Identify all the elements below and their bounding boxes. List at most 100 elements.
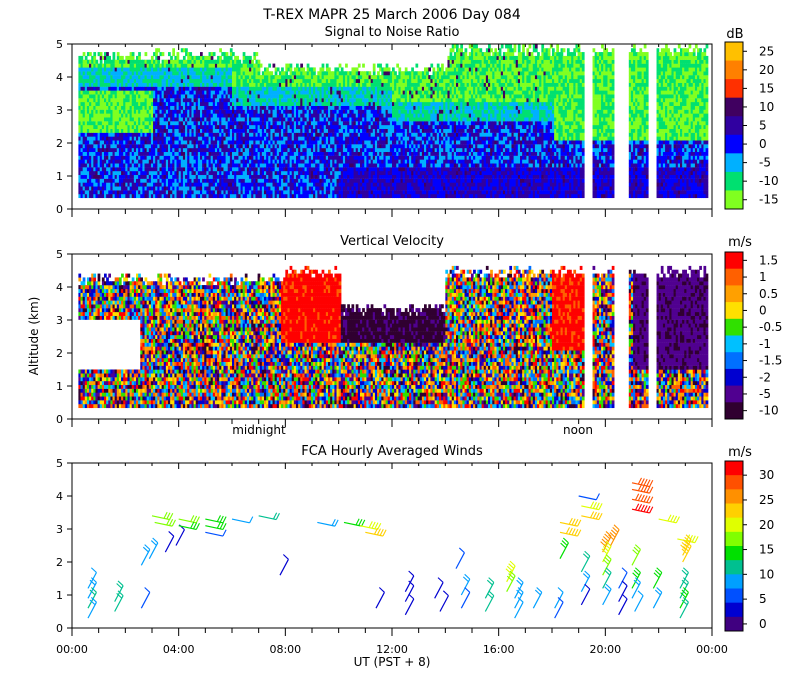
heatmap-cell xyxy=(127,159,131,164)
heatmap-cell xyxy=(106,167,109,172)
heatmap-cell xyxy=(170,63,173,68)
heatmap-cell xyxy=(242,140,246,145)
heatmap-cell xyxy=(227,144,231,149)
heatmap-cell xyxy=(153,167,156,172)
heatmap-cell xyxy=(110,105,114,110)
heatmap-cell xyxy=(197,101,201,106)
heatmap-cell xyxy=(80,105,84,110)
heatmap-cell xyxy=(112,144,116,149)
heatmap-cell xyxy=(146,94,150,99)
heatmap-cell xyxy=(208,98,212,103)
heatmap-cell xyxy=(101,121,105,126)
heatmap-cell xyxy=(121,121,124,126)
heatmap-cell xyxy=(127,98,131,103)
heatmap-cell xyxy=(200,117,203,122)
heatmap-cell xyxy=(259,63,263,68)
heatmap-cell xyxy=(174,136,178,141)
heatmap-cell xyxy=(200,124,203,129)
heatmap-cell xyxy=(155,67,158,72)
heatmap-cell xyxy=(86,132,90,137)
heatmap-cell xyxy=(193,90,197,95)
heatmap-cell xyxy=(82,117,86,122)
heatmap-cell xyxy=(142,124,146,129)
heatmap-cell xyxy=(172,75,175,80)
heatmap-cell xyxy=(204,167,207,172)
heatmap-cell xyxy=(278,163,282,168)
heatmap-cell xyxy=(246,71,250,76)
heatmap-cell xyxy=(150,178,154,183)
heatmap-cell xyxy=(153,151,156,156)
heatmap-cell xyxy=(153,90,156,95)
heatmap-cell xyxy=(161,67,165,72)
heatmap-cell xyxy=(253,75,257,80)
heatmap-cell xyxy=(257,121,261,126)
heatmap-cell xyxy=(161,144,165,149)
heatmap-cell xyxy=(214,109,218,114)
heatmap-cell xyxy=(99,113,103,118)
heatmap-cell xyxy=(176,178,180,183)
heatmap-cell xyxy=(163,159,167,164)
heatmap-cell xyxy=(159,170,163,176)
heatmap-cell xyxy=(197,140,201,145)
heatmap-cell xyxy=(223,174,227,179)
heatmap-cell xyxy=(82,98,86,103)
heatmap-cell xyxy=(150,75,154,80)
heatmap-cell xyxy=(255,113,259,118)
heatmap-cell xyxy=(210,136,214,141)
heatmap-cell xyxy=(138,94,141,99)
heatmap-cell xyxy=(212,63,216,68)
heatmap-cell xyxy=(200,121,203,126)
heatmap-cell xyxy=(242,94,246,99)
heatmap-cell xyxy=(185,109,188,114)
heatmap-cell xyxy=(170,186,173,191)
heatmap-cell xyxy=(189,163,193,168)
heatmap-cell xyxy=(189,155,193,160)
heatmap-cell xyxy=(285,109,289,114)
heatmap-cell xyxy=(104,159,107,164)
heatmap-cell xyxy=(136,144,139,149)
heatmap-cell xyxy=(238,101,242,106)
heatmap-cell xyxy=(185,124,188,129)
heatmap-cell xyxy=(101,67,105,72)
heatmap-cell xyxy=(165,167,169,172)
heatmap-cell xyxy=(264,86,267,91)
heatmap-cell xyxy=(129,190,133,195)
heatmap-cell xyxy=(197,71,201,76)
heatmap-cell xyxy=(281,155,284,160)
heatmap-cell xyxy=(219,59,222,64)
heatmap-cell xyxy=(202,136,205,141)
heatmap-cell xyxy=(221,109,225,114)
heatmap-cell xyxy=(163,105,167,110)
heatmap-cell xyxy=(187,170,190,176)
heatmap-cell xyxy=(210,117,214,122)
heatmap-cell xyxy=(101,128,105,133)
heatmap-cell xyxy=(118,82,122,87)
heatmap-cell xyxy=(217,151,220,156)
heatmap-cell xyxy=(80,147,84,153)
heatmap-cell xyxy=(212,194,216,199)
heatmap-cell xyxy=(93,75,97,80)
heatmap-cell xyxy=(93,71,97,76)
heatmap-cell xyxy=(291,90,295,95)
heatmap-cell xyxy=(170,147,173,153)
heatmap-cell xyxy=(112,117,116,122)
heatmap-cell xyxy=(80,174,84,179)
heatmap-cell xyxy=(89,151,92,156)
heatmap-cell xyxy=(234,98,237,103)
heatmap-cell xyxy=(148,190,152,195)
heatmap-cell xyxy=(185,155,188,160)
heatmap-cell xyxy=(150,55,154,60)
heatmap-cell xyxy=(236,67,239,72)
heatmap-cell xyxy=(259,132,263,137)
heatmap-cell xyxy=(133,178,137,183)
heatmap-cell xyxy=(129,178,133,183)
heatmap-cell xyxy=(101,63,105,68)
heatmap-cell xyxy=(221,167,225,172)
heatmap-cell xyxy=(82,101,86,106)
heatmap-cell xyxy=(208,121,212,126)
heatmap-cell xyxy=(255,86,259,91)
heatmap-cell xyxy=(84,151,88,156)
heatmap-cell xyxy=(182,155,186,160)
heatmap-cell xyxy=(82,128,86,133)
heatmap-cell xyxy=(210,94,214,99)
